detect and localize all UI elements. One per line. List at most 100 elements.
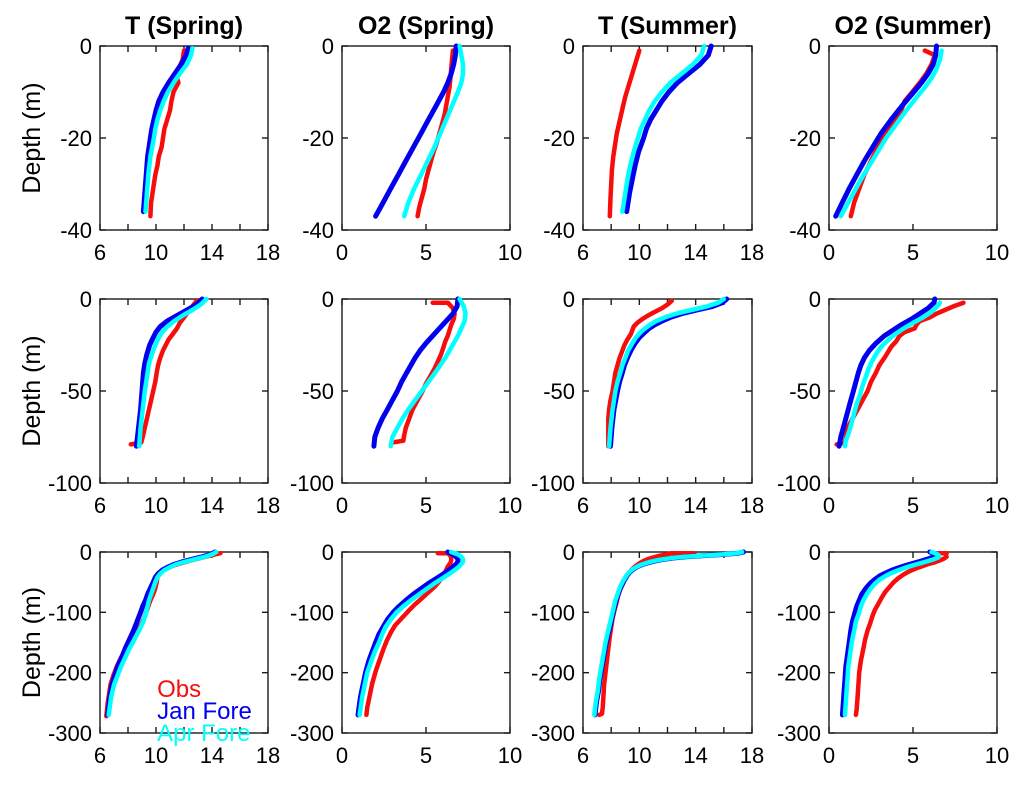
x-tick-label: 10	[144, 743, 168, 768]
x-tick-label: 0	[336, 240, 348, 265]
series-line-apr-fore	[357, 549, 466, 718]
x-tick-label: 14	[200, 743, 224, 768]
y-tick-label: -100	[777, 471, 821, 496]
subplot-r1c4: 0 5 10 0 -20 -40 O2 (Summer)	[789, 12, 1009, 265]
y-tick-label: -100	[290, 600, 334, 625]
axis-box	[582, 298, 753, 484]
subplot-r2c3: 6 10 14 18 0 -50 -100	[531, 287, 764, 518]
subplot-r3c4: 0 5 10 0 -100 -200 -300	[777, 540, 1009, 768]
series-line-apr-fore	[388, 296, 468, 449]
x-tick-label: 0	[823, 743, 835, 768]
legend-apr-fore: Apr Fore	[157, 720, 250, 747]
y-tick-label: 0	[322, 540, 334, 565]
y-tick-label: -100	[777, 600, 821, 625]
series-line-apr-fore	[106, 549, 219, 718]
x-tick-label: 18	[740, 493, 764, 518]
subplot-r1c2: 0 5 10 0 -20 -40 O2 (Spring)	[302, 12, 522, 265]
y-tick-label: -200	[48, 661, 92, 686]
y-tick-label: -50	[543, 379, 575, 404]
series-line-jan-fore	[371, 296, 461, 449]
x-tick-label: 5	[907, 240, 919, 265]
x-tick-label: 10	[144, 493, 168, 518]
y-tick-label: -50	[302, 379, 334, 404]
series-line-apr-fore	[136, 296, 209, 449]
y-tick-label: -100	[48, 471, 92, 496]
series-line-obs	[128, 298, 199, 447]
subplot-r2c2: 0 5 10 0 -50 -100	[290, 287, 522, 518]
x-tick-label: 10	[498, 240, 522, 265]
x-tick-label: 18	[256, 493, 280, 518]
panel-title: T (Spring)	[125, 12, 243, 40]
y-tick-label: 0	[322, 287, 334, 312]
y-tick-label: -40	[543, 218, 575, 243]
series-line-apr-fore	[592, 549, 745, 718]
x-tick-label: 10	[985, 493, 1009, 518]
x-tick-label: 14	[200, 240, 224, 265]
x-tick-label: 10	[985, 743, 1009, 768]
y-tick-label: -200	[531, 661, 575, 686]
x-tick-label: 10	[985, 240, 1009, 265]
x-tick-label: 6	[577, 240, 589, 265]
panel-title: T (Summer)	[598, 12, 737, 40]
x-tick-label: 14	[200, 493, 224, 518]
series-line-apr-fore	[401, 43, 466, 219]
subplot-r1c1: 6 10 14 18 0 -20 -40 T (Spring) Depth (m)	[18, 12, 280, 265]
series-line-apr-fore	[620, 43, 707, 214]
axis-box	[99, 298, 269, 484]
series-line-obs	[390, 300, 457, 445]
y-tick-label: -300	[777, 721, 821, 746]
panel-title: O2 (Summer)	[835, 12, 992, 40]
series-line-jan-fore	[836, 296, 938, 449]
series-line-apr-fore	[143, 46, 195, 214]
x-tick-label: 6	[577, 493, 589, 518]
x-tick-label: 0	[336, 493, 348, 518]
subplot-r3c2: 0 5 10 0 -100 -200 -300	[290, 540, 522, 768]
series-line-apr-fore	[842, 549, 942, 718]
y-tick-label: 0	[809, 287, 821, 312]
y-tick-label: -300	[290, 721, 334, 746]
subplot-r3c3: 6 10 14 18 0 -100 -200 -300	[531, 540, 764, 768]
x-tick-label: 0	[336, 743, 348, 768]
x-tick-label: 5	[907, 743, 919, 768]
axis-box	[341, 45, 511, 231]
x-tick-label: 18	[740, 240, 764, 265]
x-tick-label: 18	[740, 743, 764, 768]
y-axis-label: Depth (m)	[18, 82, 46, 193]
y-tick-label: 0	[322, 34, 334, 59]
x-tick-label: 5	[907, 493, 919, 518]
series-line-obs	[364, 550, 454, 718]
y-tick-label: -20	[302, 126, 334, 151]
x-tick-label: 14	[683, 493, 707, 518]
series-line-obs	[607, 48, 642, 219]
y-tick-label: -20	[789, 126, 821, 151]
series-line-apr-fore	[838, 48, 944, 219]
x-tick-label: 14	[683, 743, 707, 768]
x-tick-label: 6	[94, 240, 106, 265]
y-tick-label: -200	[290, 661, 334, 686]
axis-box	[99, 45, 269, 231]
x-tick-label: 0	[823, 493, 835, 518]
x-tick-label: 6	[94, 743, 106, 768]
y-axis-label: Depth (m)	[18, 587, 46, 698]
y-tick-label: -20	[543, 126, 575, 151]
x-tick-label: 10	[627, 240, 651, 265]
x-tick-label: 14	[683, 240, 707, 265]
y-tick-label: 0	[563, 287, 575, 312]
y-tick-label: -40	[789, 218, 821, 243]
panel-title: O2 (Spring)	[358, 12, 494, 40]
x-tick-label: 18	[256, 743, 280, 768]
series-line-jan-fore	[624, 43, 714, 215]
y-tick-label: 0	[563, 34, 575, 59]
x-tick-label: 5	[420, 743, 432, 768]
x-tick-label: 18	[256, 240, 280, 265]
y-tick-label: -100	[531, 471, 575, 496]
axis-box	[341, 298, 511, 484]
y-tick-label: -300	[531, 721, 575, 746]
y-tick-label: -300	[48, 721, 92, 746]
x-tick-label: 10	[627, 493, 651, 518]
series-line-jan-fore	[373, 43, 459, 219]
series-line-obs	[848, 48, 938, 219]
subplot-r1c3: 6 10 14 18 0 -20 -40 T (Summer)	[543, 12, 764, 265]
